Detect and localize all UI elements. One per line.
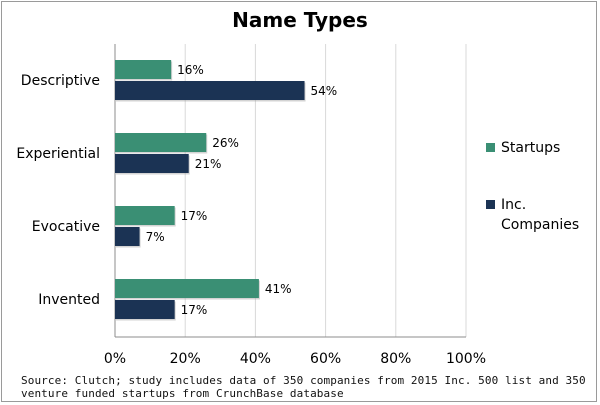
data-label: 54% [311,84,338,98]
x-tick-label: 60% [310,351,341,367]
bar-inc-companies [115,81,305,100]
x-tick-label: 80% [380,351,411,367]
bar-inc-companies [115,227,140,246]
data-label: 16% [177,63,204,77]
legend-label-startups: Startups [501,140,560,156]
bar-inc-companies [115,300,175,319]
category-label: Experiential [16,146,100,162]
bar-startups [115,133,207,152]
data-label: 41% [265,282,292,296]
bar-startups [115,206,175,225]
data-label: 26% [212,136,239,150]
data-label: 17% [181,209,208,223]
category-label: Invented [38,292,100,308]
x-tick-label: 100% [446,351,486,367]
legend-swatch-startups [486,143,495,152]
bar-startups [115,60,172,79]
category-label: Evocative [32,219,100,235]
chart-title: Name Types [232,8,368,32]
source-note: Source: Clutch; study includes data of 3… [21,374,586,400]
legend-swatch-inc-companies [486,200,495,209]
bar-inc-companies [115,154,189,173]
category-label: Descriptive [21,73,100,89]
data-label: 7% [146,230,165,244]
x-tick-label: 40% [240,351,271,367]
x-tick-label: 0% [104,351,126,367]
legend-label-inc-companies: Inc. Companies [501,197,579,233]
x-tick-label: 20% [170,351,201,367]
data-label: 21% [195,157,222,171]
data-label: 17% [181,303,208,317]
bar-startups [115,279,259,298]
